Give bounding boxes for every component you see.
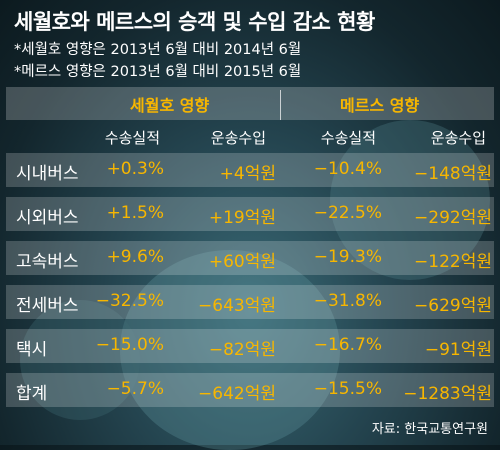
source-credit: 자료: 한국교통연구원 [371,422,488,437]
row-label: 택시 [16,340,48,360]
table-cell: −16.7% [313,335,382,355]
column-header: 수송실적 [320,129,376,147]
table-row [6,373,494,407]
table-cell: −15.5% [313,379,382,399]
table-cell: −629억원 [414,296,492,316]
table-cell: −19.3% [313,247,382,267]
table-cell: −91억원 [424,340,492,360]
table-cell: −122억원 [414,252,492,272]
table-cell: −148억원 [414,164,492,184]
row-label: 시외버스 [16,208,79,228]
table-cell: +0.3% [106,159,164,179]
table-cell: −31.8% [313,291,382,311]
row-label: 시내버스 [16,164,79,184]
column-header: 운송수입 [430,129,486,147]
page-title: 세월호와 메르스의 승객 및 수입 감소 현황 [14,10,375,34]
table-row [6,197,494,231]
table-cell: +60억원 [208,252,276,272]
table-cell: −292억원 [414,208,492,228]
column-header: 수송실적 [104,129,160,147]
table-cell: +1.5% [106,203,164,223]
table-cell: −22.5% [313,203,382,223]
table-cell: −10.4% [313,159,382,179]
table-cell: −1283억원 [403,384,492,404]
table-cell: −82억원 [208,340,276,360]
row-label: 전세버스 [16,296,79,316]
table-cell: −15.0% [95,335,164,355]
row-label: 고속버스 [16,252,79,272]
table-row [6,285,494,319]
table-row [6,153,494,187]
footnote: *세월호 영향은 2013년 6월 대비 2014년 6월 [14,42,302,58]
group-header-sewol: 세월호 영향 [130,96,210,115]
table-cell: −643억원 [198,296,276,316]
table-cell: −5.7% [106,379,164,399]
group-divider [280,90,281,120]
table-cell: +19억원 [208,208,276,228]
table-row [6,241,494,275]
column-header: 운송수입 [210,129,266,147]
table-cell: +4억원 [219,164,276,184]
table-cell: −642억원 [198,384,276,404]
background-blob [120,250,340,450]
footnote: *메르스 영향은 2013년 6월 대비 2015년 6월 [14,64,302,80]
table-cell: +9.6% [106,247,164,267]
table-cell: −32.5% [95,291,164,311]
table-row [6,329,494,363]
table-header-band [6,87,494,120]
background-blob [330,120,490,280]
row-label: 합계 [16,384,48,404]
group-header-mers: 메르스 영향 [340,96,420,115]
background-blob [20,300,140,420]
